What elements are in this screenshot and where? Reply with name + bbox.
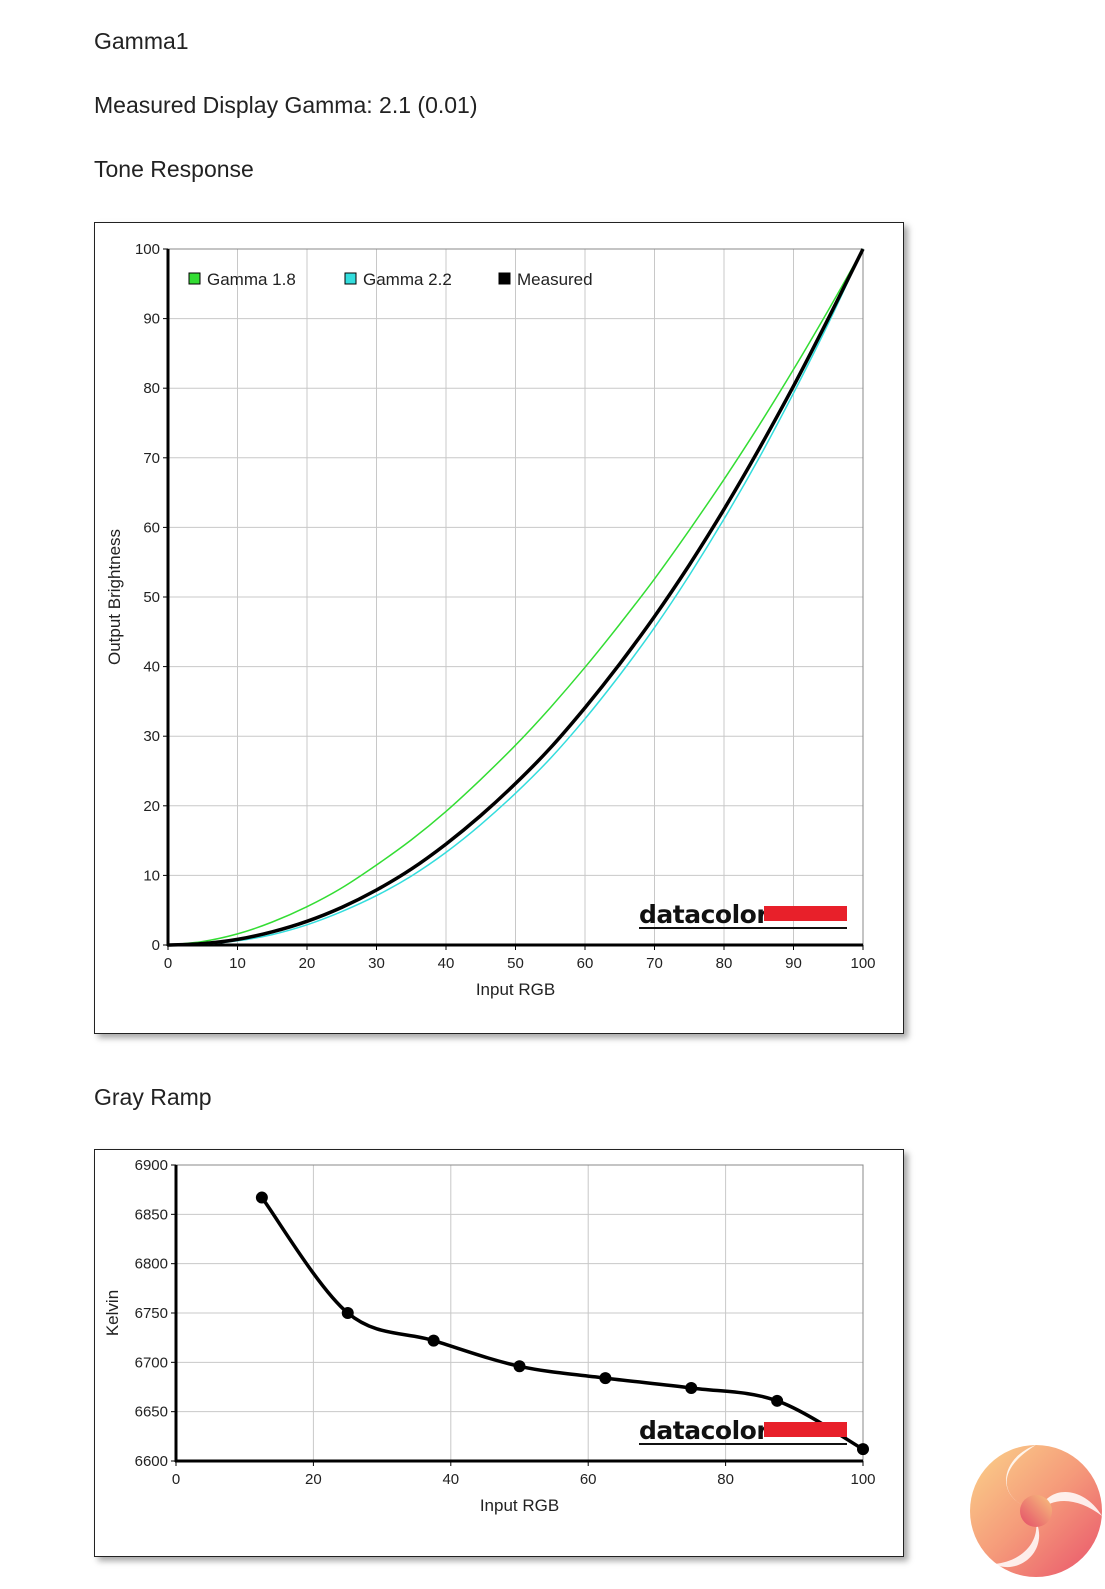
gray-x-tick-label: 80 bbox=[717, 1471, 734, 1488]
tone-legend-label-gamma-2-2: Gamma 2.2 bbox=[363, 270, 452, 289]
gray-y-axis-title: Kelvin bbox=[103, 1290, 122, 1336]
gray-y-tick-label: 6700 bbox=[135, 1354, 168, 1371]
tone-y-tick-label: 90 bbox=[143, 311, 160, 328]
tone-response-panel: 0 10 20 30 40 50 60 70 80 90 100 0 10 20 30 40 50 60 70 80 9… bbox=[94, 222, 904, 1034]
tone-x-tick-label: 50 bbox=[507, 955, 524, 972]
gray-brand-text: datacolor bbox=[639, 1416, 769, 1445]
tone-x-tick-label: 10 bbox=[229, 955, 246, 972]
gray-ramp-chart: 0 20 40 60 80 100 6600 6650 6700 6750 6800 6850 6900… bbox=[103, 1157, 876, 1515]
tone-x-tick-label: 90 bbox=[785, 955, 802, 972]
gray-x-tick-label: 0 bbox=[172, 1471, 180, 1488]
tone-x-tick-label: 0 bbox=[164, 955, 172, 972]
tone-x-tick-label: 30 bbox=[368, 955, 385, 972]
tone-series-gamma-1-8-line bbox=[167, 248, 864, 946]
gray-data-point bbox=[771, 1394, 784, 1407]
tone-series-gamma-2-2-line bbox=[167, 248, 864, 946]
tone-legend-label-gamma-1-8: Gamma 1.8 bbox=[207, 270, 296, 289]
gray-data-point bbox=[857, 1443, 869, 1456]
tone-x-tick-label: 60 bbox=[577, 955, 594, 972]
tone-y-tick-label: 70 bbox=[143, 450, 160, 467]
gray-data-point bbox=[341, 1307, 354, 1319]
tone-response-chart: 0 10 20 30 40 50 60 70 80 90 100 0 10 20 30 40 50 60 70 80 9… bbox=[105, 241, 876, 999]
gray-y-tick-label: 6900 bbox=[135, 1157, 168, 1174]
gray-data-point bbox=[599, 1372, 612, 1385]
gray-ramp-panel: 0 20 40 60 80 100 6600 6650 6700 6750 6800 6850 6900… bbox=[94, 1149, 904, 1557]
gray-y-tick-label: 6600 bbox=[135, 1453, 168, 1470]
tone-brand-bar bbox=[764, 906, 847, 921]
tone-x-axis-title: Input RGB bbox=[476, 980, 555, 999]
gray-brand-bar bbox=[764, 1422, 847, 1437]
tone-y-tick-label: 40 bbox=[143, 659, 160, 676]
tone-y-tick-label: 30 bbox=[143, 728, 160, 745]
site-logo bbox=[964, 1436, 1104, 1586]
tone-legend-swatch-measured bbox=[498, 272, 511, 285]
gray-brand-underline bbox=[639, 1443, 847, 1445]
tone-x-tick-label: 70 bbox=[646, 955, 663, 972]
gray-x-tick-label: 60 bbox=[580, 1471, 597, 1488]
tone-x-tick-label: 100 bbox=[850, 955, 875, 972]
gray-y-tick-label: 6850 bbox=[135, 1206, 168, 1223]
tone-series-measured-line bbox=[167, 248, 865, 947]
gray-data-point bbox=[513, 1360, 526, 1373]
gray-ramp-heading: Gray Ramp bbox=[94, 1084, 212, 1110]
tone-y-tick-label: 10 bbox=[143, 867, 160, 884]
gray-data-point bbox=[427, 1334, 440, 1347]
tone-legend-label-measured: Measured bbox=[517, 270, 593, 289]
gray-x-axis-title: Input RGB bbox=[480, 1496, 559, 1515]
tone-y-axis-title: Output Brightness bbox=[105, 529, 124, 665]
tone-legend-swatch-gamma-1-8 bbox=[188, 272, 201, 285]
gray-x-tick-label: 100 bbox=[850, 1471, 875, 1488]
gray-data-point bbox=[255, 1191, 268, 1204]
gray-x-tick-label: 20 bbox=[305, 1471, 322, 1488]
gray-y-tick-label: 6750 bbox=[135, 1305, 168, 1322]
tone-brand-underline bbox=[639, 927, 847, 929]
tone-x-tick-label: 80 bbox=[716, 955, 733, 972]
tone-y-tick-label: 50 bbox=[143, 589, 160, 606]
swirl-logo-icon bbox=[970, 1445, 1102, 1577]
gray-y-tick-label: 6800 bbox=[135, 1256, 168, 1273]
measured-gamma-text: Measured Display Gamma: 2.1 (0.01) bbox=[94, 92, 478, 118]
gray-data-point bbox=[685, 1381, 698, 1394]
gray-y-tick-label: 6650 bbox=[135, 1404, 168, 1421]
tone-y-tick-label: 0 bbox=[152, 937, 160, 954]
tone-x-tick-label: 20 bbox=[299, 955, 316, 972]
tone-y-tick-label: 60 bbox=[143, 519, 160, 536]
tone-y-tick-label: 20 bbox=[143, 798, 160, 815]
tone-legend-swatch-gamma-2-2 bbox=[344, 272, 357, 285]
tone-x-tick-label: 40 bbox=[438, 955, 455, 972]
tone-brand-text: datacolor bbox=[639, 900, 769, 929]
page-title: Gamma1 bbox=[94, 28, 189, 54]
tone-y-tick-label: 100 bbox=[135, 241, 160, 258]
tone-response-heading: Tone Response bbox=[94, 156, 254, 182]
gray-x-tick-label: 40 bbox=[442, 1471, 459, 1488]
tone-y-tick-label: 80 bbox=[143, 380, 160, 397]
